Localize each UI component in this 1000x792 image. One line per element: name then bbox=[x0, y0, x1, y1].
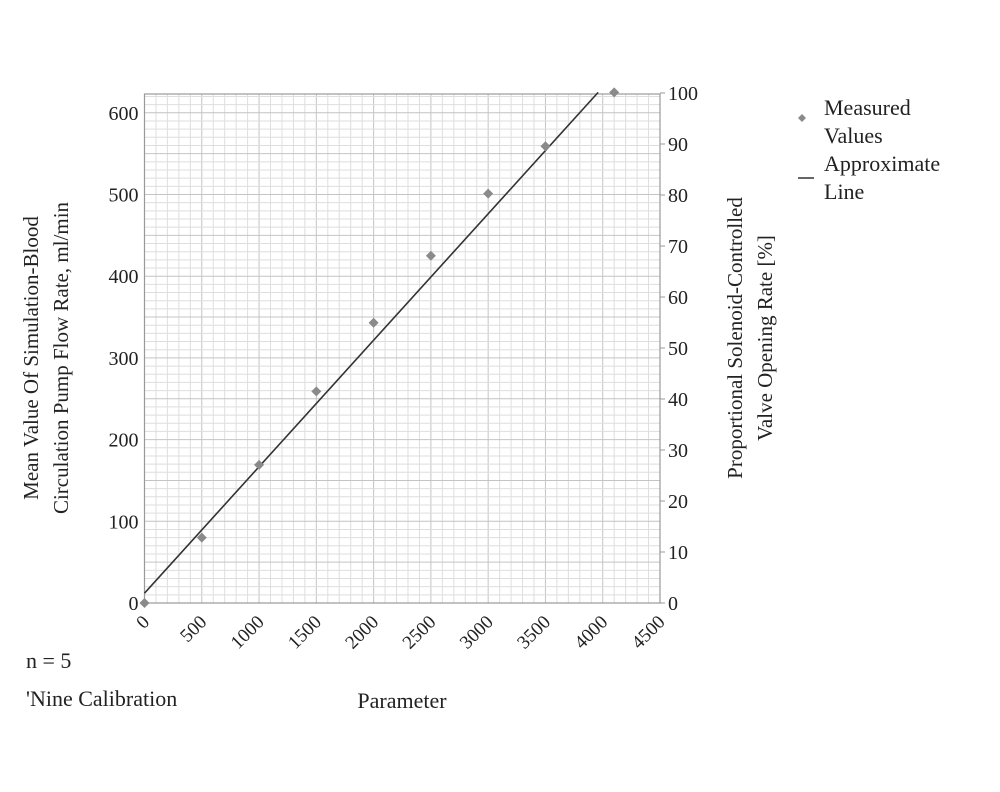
y-tick-label: 0 bbox=[129, 593, 139, 615]
y-tick-labels: 0 100 200 300 400 500 600 bbox=[109, 103, 139, 615]
y2-tick-label: 90 bbox=[668, 134, 688, 156]
y2-tick-label: 50 bbox=[668, 338, 688, 360]
y2-axis-title-line2: Valve Opening Rate [%] bbox=[753, 235, 777, 441]
measured-point bbox=[609, 87, 620, 98]
series-layer bbox=[139, 87, 620, 608]
calibration-annotation: 'Nine Calibration bbox=[26, 686, 177, 711]
x-tick-label: 4500 bbox=[628, 612, 670, 654]
y-tick-label: 600 bbox=[109, 103, 139, 125]
x-tick-label: 2000 bbox=[341, 612, 383, 654]
y2-tick-label: 10 bbox=[668, 542, 688, 564]
legend-label-measured-2: Values bbox=[824, 123, 883, 148]
x-tick-labels: 0 500 1000 1500 2000 2500 3000 3500 4000 4500 bbox=[132, 612, 669, 654]
y2-tick-labels: 0 10 20 30 40 50 60 70 80 90 100 bbox=[660, 83, 698, 615]
y2-tick-label: 60 bbox=[668, 287, 688, 309]
grid bbox=[144, 94, 660, 603]
y-axis-title-line2: Circulation Pump Flow Rate, ml/min bbox=[49, 201, 73, 514]
measured-point bbox=[139, 598, 150, 608]
y2-tick-label: 30 bbox=[668, 440, 688, 462]
legend-label-approx-1: Approximate bbox=[824, 151, 940, 176]
y-tick-label: 500 bbox=[109, 185, 139, 207]
measured-point bbox=[425, 250, 436, 261]
y-tick-label: 400 bbox=[109, 266, 139, 288]
measured-point bbox=[196, 532, 207, 543]
y2-tick-label: 40 bbox=[668, 389, 688, 411]
legend: Measured Values Approximate Line bbox=[798, 95, 940, 204]
x-tick-label: 3000 bbox=[456, 612, 498, 654]
x-tick-label: 2500 bbox=[399, 612, 441, 654]
x-tick-label: 500 bbox=[176, 612, 211, 647]
y2-axis-title-line1: Proportional Solenoid-Controlled bbox=[723, 197, 747, 479]
x-tick-label: 1500 bbox=[284, 612, 326, 654]
y2-tick-label: 70 bbox=[668, 236, 688, 258]
measured-point bbox=[311, 386, 322, 397]
x-tick-label: 3500 bbox=[513, 612, 555, 654]
n-annotation: n = 5 bbox=[26, 648, 71, 673]
y-tick-label: 200 bbox=[109, 430, 139, 452]
x-tick-label: 1000 bbox=[227, 612, 269, 654]
x-tick-label: 4000 bbox=[571, 612, 613, 654]
measured-point bbox=[483, 188, 494, 199]
y-tick-label: 100 bbox=[109, 511, 139, 533]
legend-label-approx-2: Line bbox=[824, 179, 864, 204]
x-axis-title: Parameter bbox=[357, 688, 447, 713]
y2-tick-label: 100 bbox=[668, 83, 698, 105]
measured-point bbox=[368, 317, 379, 328]
approximate-line bbox=[143, 91, 599, 594]
y2-tick-label: 0 bbox=[668, 593, 678, 615]
y2-tick-label: 20 bbox=[668, 491, 688, 513]
y2-tick-label: 80 bbox=[668, 185, 688, 207]
y-tick-label: 300 bbox=[109, 348, 139, 370]
measured-point bbox=[254, 459, 265, 470]
legend-label-measured-1: Measured bbox=[824, 95, 911, 120]
y-axis-title-line1: Mean Value Of Simulation-Blood bbox=[19, 216, 43, 500]
measured-point bbox=[540, 141, 551, 152]
legend-diamond-marker bbox=[798, 114, 806, 122]
